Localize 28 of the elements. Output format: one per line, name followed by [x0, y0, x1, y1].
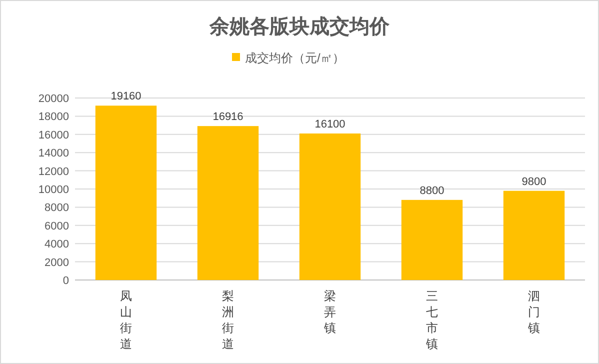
y-tick-label: 6000: [44, 220, 69, 232]
bar: [197, 126, 259, 280]
y-tick-label: 20000: [38, 93, 69, 105]
x-tick-label: 梁弄镇: [323, 289, 336, 335]
data-label: 16100: [314, 118, 346, 130]
y-tick-label: 2000: [44, 256, 69, 269]
x-tick-label: 三七市镇: [425, 289, 438, 351]
bar: [299, 133, 361, 280]
data-label: 9800: [522, 176, 546, 188]
bar: [95, 106, 157, 280]
bar: [401, 200, 463, 280]
x-tick-label: 泗门镇: [527, 289, 540, 335]
y-tick-label: 0: [62, 275, 69, 287]
data-label: 16916: [212, 111, 244, 124]
chart-title: 余姚各版块成交均价: [208, 15, 390, 38]
y-tick-label: 10000: [38, 184, 69, 196]
y-tick-label: 18000: [38, 111, 69, 124]
data-label: 19160: [110, 90, 142, 103]
y-tick-label: 16000: [38, 129, 69, 142]
y-tick-label: 14000: [38, 148, 69, 160]
x-tick-label: 凤山街道: [120, 289, 132, 351]
x-tick-label: 梨洲街道: [222, 289, 234, 351]
data-label: 8800: [420, 184, 444, 197]
y-tick-label: 12000: [38, 166, 69, 178]
y-tick-label: 8000: [44, 202, 69, 214]
y-tick-label: 4000: [44, 238, 69, 251]
bar: [503, 190, 565, 280]
legend-label: 成交均价（元/㎡）: [245, 51, 344, 65]
